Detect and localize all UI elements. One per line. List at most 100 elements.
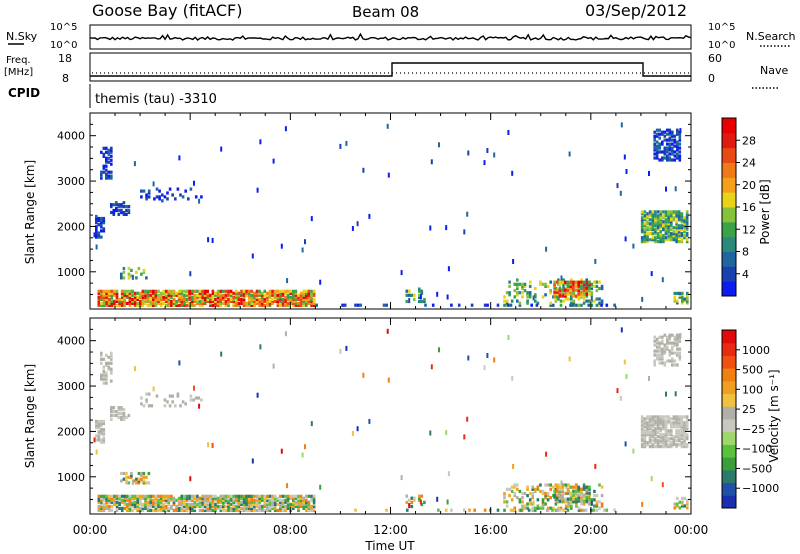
colorbar-segment [722, 192, 736, 208]
data-cell [149, 508, 152, 512]
data-cell [107, 506, 111, 510]
data-cell [140, 195, 143, 199]
data-cell [219, 301, 222, 305]
data-cell [574, 280, 578, 284]
data-cell [585, 278, 588, 282]
data-cell [157, 289, 160, 293]
data-cell [598, 483, 601, 487]
data-cell [178, 360, 181, 366]
data-cell [142, 268, 146, 272]
data-cell [659, 439, 662, 443]
data-cell [159, 506, 163, 510]
data-cell [574, 485, 578, 489]
data-cell [297, 498, 300, 502]
data-cell [307, 289, 311, 293]
data-cell [242, 295, 246, 299]
data-cell [678, 500, 682, 504]
data-cell [658, 341, 661, 345]
data-cell [242, 291, 246, 295]
data-cell [286, 496, 290, 500]
data-cell [577, 485, 580, 489]
data-cell [675, 415, 678, 419]
data-cell [505, 291, 509, 295]
data-cell [245, 502, 248, 506]
data-cell [154, 494, 158, 498]
data-cell [188, 289, 191, 293]
data-cell [521, 295, 524, 299]
data-cell [664, 427, 668, 431]
data-cell [661, 132, 664, 136]
data-cell [141, 299, 145, 303]
data-cell [276, 502, 280, 506]
data-cell [405, 494, 409, 498]
data-cell [683, 236, 686, 240]
colorbar-tick-label: −1000 [742, 482, 779, 495]
data-cell [297, 506, 300, 510]
data-cell [177, 303, 181, 307]
data-cell [656, 214, 660, 218]
data-cell [164, 508, 168, 512]
data-cell [100, 174, 103, 178]
data-cell [672, 437, 676, 441]
data-cell [147, 195, 151, 199]
data-cell [149, 297, 152, 301]
data-cell [120, 210, 123, 215]
data-cell [214, 496, 217, 500]
data-cell [130, 473, 133, 477]
data-cell [566, 491, 570, 495]
data-cell [685, 421, 689, 425]
data-cell [97, 434, 101, 438]
data-cell [668, 333, 672, 337]
data-cell [678, 295, 682, 299]
data-cell [423, 500, 426, 504]
freq-tick-top: 18 [58, 52, 72, 65]
data-cell [675, 240, 678, 244]
data-cell [211, 293, 215, 297]
data-cell [167, 303, 171, 307]
colorbar-segment [722, 207, 736, 223]
data-cell [574, 288, 578, 292]
data-cell [110, 500, 114, 504]
data-cell [126, 506, 129, 510]
data-cell [122, 266, 126, 271]
data-cell [661, 158, 664, 162]
data-cell [203, 504, 207, 508]
data-cell [584, 508, 588, 512]
data-cell [413, 293, 416, 297]
data-cell [671, 345, 674, 349]
data-cell [661, 351, 664, 355]
data-cell [224, 303, 228, 307]
data-cell [534, 489, 537, 493]
data-cell [235, 289, 238, 293]
data-cell [263, 504, 267, 508]
data-cell [345, 345, 348, 351]
data-cell [640, 230, 644, 234]
data-cell [570, 504, 573, 508]
data-cell [142, 471, 146, 476]
data-cell [242, 508, 246, 512]
data-cell [673, 291, 677, 295]
data-cell [562, 282, 565, 286]
data-cell [654, 415, 657, 419]
data-cell [214, 297, 217, 301]
data-cell [299, 498, 303, 502]
data-cell [146, 299, 150, 303]
data-cell [120, 406, 123, 410]
data-cell [564, 292, 567, 296]
data-cell [149, 496, 152, 500]
data-cell [672, 439, 676, 443]
data-cell [418, 299, 421, 304]
data-cell [653, 343, 656, 347]
data-cell [105, 158, 108, 162]
data-cell [214, 494, 217, 498]
data-cell [229, 293, 233, 297]
data-cell [136, 502, 139, 506]
data-cell [102, 293, 106, 297]
data-cell [673, 351, 677, 355]
data-cell [198, 293, 202, 297]
data-cell [110, 367, 113, 371]
data-cell [276, 496, 280, 500]
data-cell [301, 247, 304, 253]
data-cell [120, 293, 124, 297]
data-cell [144, 295, 147, 299]
